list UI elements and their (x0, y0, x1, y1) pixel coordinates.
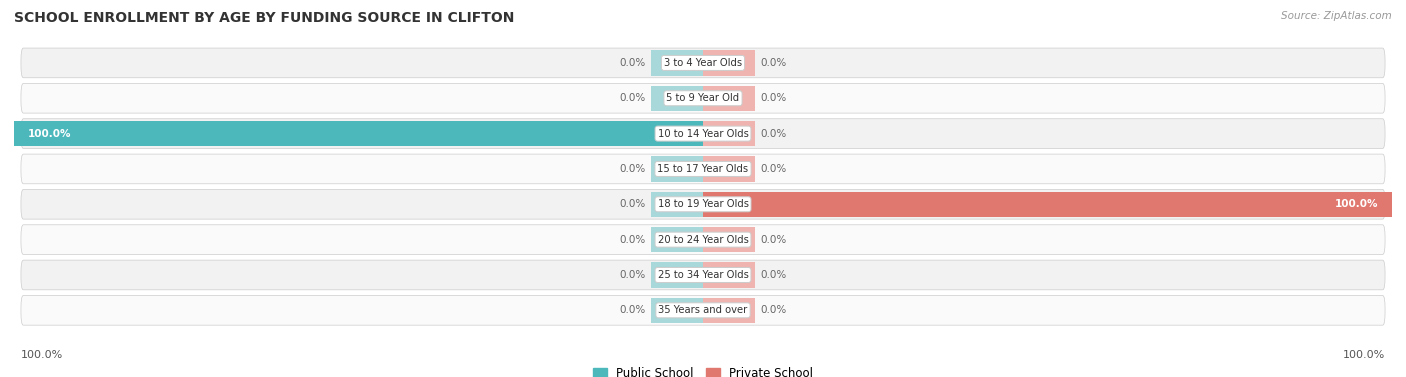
Text: 0.0%: 0.0% (620, 58, 645, 68)
Text: 3 to 4 Year Olds: 3 to 4 Year Olds (664, 58, 742, 68)
Text: 25 to 34 Year Olds: 25 to 34 Year Olds (658, 270, 748, 280)
Bar (651, 156, 703, 182)
Bar (703, 227, 755, 252)
Bar (651, 262, 703, 288)
Text: 35 Years and over: 35 Years and over (658, 305, 748, 315)
Bar (703, 297, 755, 323)
Text: 0.0%: 0.0% (761, 93, 786, 103)
Bar (703, 50, 755, 76)
Text: 15 to 17 Year Olds: 15 to 17 Year Olds (658, 164, 748, 174)
FancyBboxPatch shape (21, 225, 1385, 254)
FancyBboxPatch shape (21, 119, 1385, 149)
Legend: Public School, Private School: Public School, Private School (588, 362, 818, 377)
Bar (703, 121, 755, 146)
Text: 5 to 9 Year Old: 5 to 9 Year Old (666, 93, 740, 103)
Bar (651, 50, 703, 76)
Bar (651, 227, 703, 252)
FancyBboxPatch shape (21, 83, 1385, 113)
Bar (703, 262, 755, 288)
Text: 100.0%: 100.0% (28, 129, 72, 139)
Text: 0.0%: 0.0% (761, 58, 786, 68)
Text: 0.0%: 0.0% (620, 164, 645, 174)
Text: 0.0%: 0.0% (761, 234, 786, 245)
Bar (703, 156, 755, 182)
Text: 0.0%: 0.0% (761, 305, 786, 315)
FancyBboxPatch shape (21, 189, 1385, 219)
Bar (651, 297, 703, 323)
Text: 100.0%: 100.0% (1334, 199, 1378, 209)
Text: 100.0%: 100.0% (1343, 350, 1385, 360)
FancyBboxPatch shape (21, 154, 1385, 184)
Bar (703, 86, 755, 111)
Bar (703, 192, 1392, 217)
Bar (14, 121, 703, 146)
Bar (651, 86, 703, 111)
FancyBboxPatch shape (21, 296, 1385, 325)
Text: 0.0%: 0.0% (761, 129, 786, 139)
Text: 0.0%: 0.0% (620, 270, 645, 280)
Text: 0.0%: 0.0% (620, 305, 645, 315)
Text: 18 to 19 Year Olds: 18 to 19 Year Olds (658, 199, 748, 209)
FancyBboxPatch shape (21, 48, 1385, 78)
FancyBboxPatch shape (21, 260, 1385, 290)
Text: 100.0%: 100.0% (21, 350, 63, 360)
Text: 20 to 24 Year Olds: 20 to 24 Year Olds (658, 234, 748, 245)
Text: 0.0%: 0.0% (620, 234, 645, 245)
Text: 10 to 14 Year Olds: 10 to 14 Year Olds (658, 129, 748, 139)
Text: 0.0%: 0.0% (620, 93, 645, 103)
Text: 0.0%: 0.0% (761, 164, 786, 174)
Text: SCHOOL ENROLLMENT BY AGE BY FUNDING SOURCE IN CLIFTON: SCHOOL ENROLLMENT BY AGE BY FUNDING SOUR… (14, 11, 515, 25)
Bar (651, 192, 703, 217)
Text: 0.0%: 0.0% (761, 270, 786, 280)
Text: Source: ZipAtlas.com: Source: ZipAtlas.com (1281, 11, 1392, 21)
Text: 0.0%: 0.0% (620, 199, 645, 209)
